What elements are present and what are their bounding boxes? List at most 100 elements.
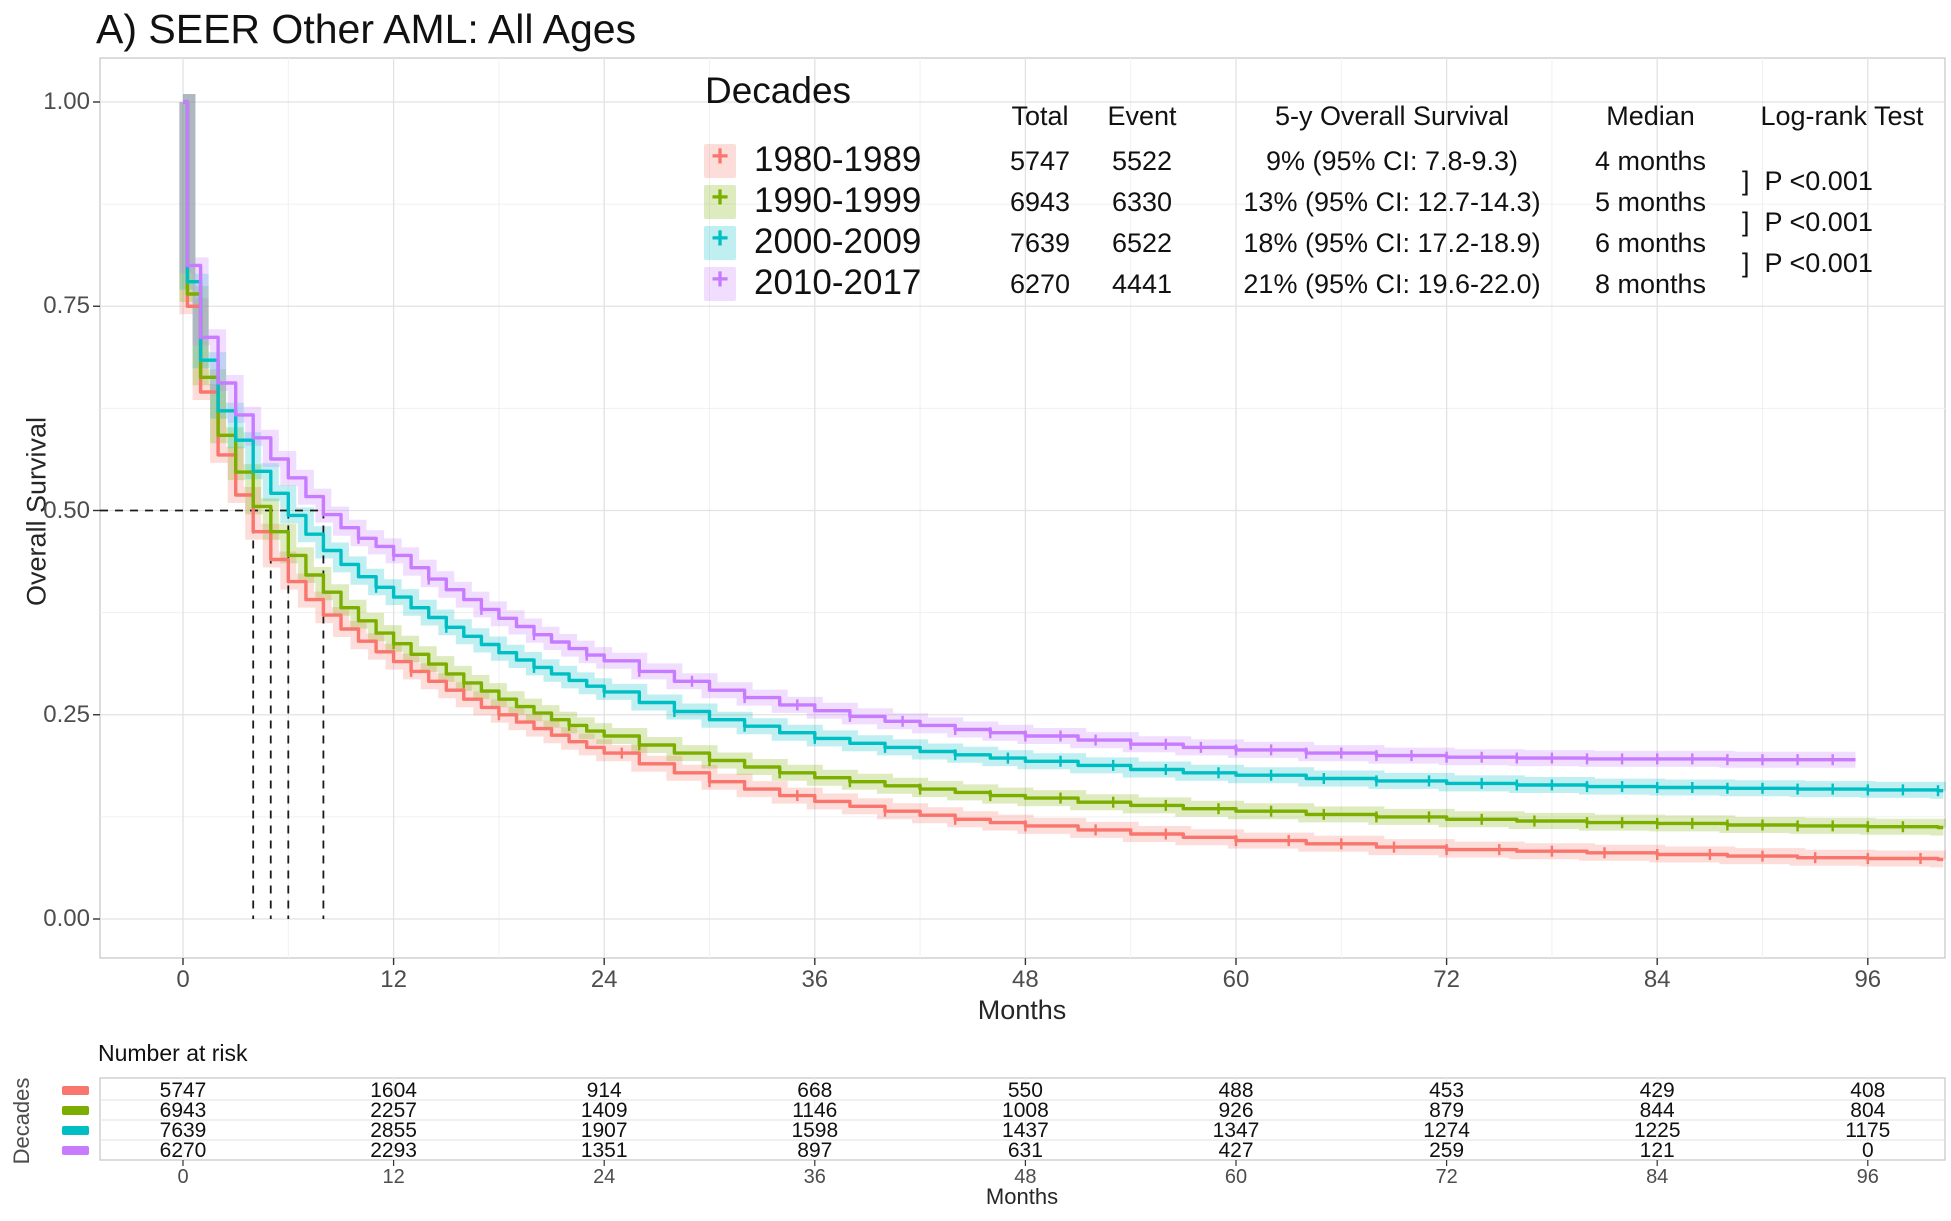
risk-x-tick-label: 60 xyxy=(1224,1166,1248,1188)
y-tick-label: 0.25 xyxy=(43,700,90,728)
legend-total: 6270 xyxy=(1009,269,1071,299)
legend-event: 5522 xyxy=(1111,146,1173,176)
risk-count: 1409 xyxy=(580,1099,628,1122)
legend-median: 6 months xyxy=(1594,228,1707,258)
risk-count: 427 xyxy=(1218,1139,1254,1162)
risk-x-tick-label: 12 xyxy=(382,1166,405,1188)
risk-count: 1225 xyxy=(1633,1119,1681,1142)
risk-count: 2257 xyxy=(370,1099,417,1122)
risk-count: 6270 xyxy=(159,1139,207,1162)
x-tick-label: 36 xyxy=(801,966,829,993)
x-tick-label: 48 xyxy=(1012,966,1039,993)
risk-count: 550 xyxy=(1007,1079,1043,1102)
x-tick-label: 0 xyxy=(176,966,190,993)
x-tick-label: 72 xyxy=(1433,966,1460,993)
censor-plus-icon: + xyxy=(711,222,729,255)
risk-count: 1274 xyxy=(1423,1119,1470,1142)
legend-median: 8 months xyxy=(1594,269,1707,299)
risk-key-1980-1989 xyxy=(62,1085,89,1095)
legend-label: 2000-2009 xyxy=(754,222,922,261)
legend-total: 6943 xyxy=(1009,187,1071,217)
legend-header-logrank: Log-rank Test xyxy=(1760,101,1924,131)
legend-header-event: Event xyxy=(1107,101,1177,131)
risk-count: 914 xyxy=(586,1079,622,1102)
risk-count: 897 xyxy=(797,1139,833,1162)
legend-key-1990-1999: + xyxy=(704,181,736,219)
legend-event: 4441 xyxy=(1111,269,1173,299)
risk-count: 926 xyxy=(1218,1099,1254,1122)
risk-count: 2293 xyxy=(370,1139,417,1162)
risk-table-group-label: Decades xyxy=(9,1077,34,1165)
legend-median: 5 months xyxy=(1594,187,1707,217)
y-tick-label: 0.50 xyxy=(43,496,90,524)
risk-x-tick-label: 0 xyxy=(177,1166,189,1188)
censor-plus-icon: + xyxy=(711,181,729,214)
legend-header-total: Total xyxy=(1011,101,1069,131)
risk-x-tick-label: 84 xyxy=(1646,1166,1669,1188)
legend-key-1980-1989: + xyxy=(704,140,736,178)
risk-x-tick-label: 72 xyxy=(1435,1166,1458,1188)
legend-title: Decades xyxy=(705,70,852,111)
risk-count: 453 xyxy=(1429,1079,1465,1102)
risk-count: 6943 xyxy=(159,1099,207,1122)
risk-count: 1907 xyxy=(580,1119,628,1142)
risk-count: 1598 xyxy=(791,1119,839,1142)
risk-x-tick-label: 36 xyxy=(803,1166,826,1188)
legend-os: 13% (95% CI: 12.7-14.3) xyxy=(1243,187,1541,217)
legend-os: 9% (95% CI: 7.8-9.3) xyxy=(1265,146,1519,176)
risk-count: 804 xyxy=(1850,1099,1886,1122)
risk-key-2000-2009 xyxy=(62,1125,89,1135)
legend-key-2000-2009: + xyxy=(704,222,736,260)
risk-count: 844 xyxy=(1639,1099,1675,1122)
censor-plus-icon: + xyxy=(711,263,729,296)
legend-os: 18% (95% CI: 17.2-18.9) xyxy=(1243,228,1541,258)
legend-label: 1990-1999 xyxy=(754,181,922,220)
risk-key-1990-1999 xyxy=(62,1105,89,1115)
x-tick-label: 60 xyxy=(1222,966,1250,993)
legend-median: 4 months xyxy=(1594,146,1707,176)
risk-count: 879 xyxy=(1429,1099,1465,1122)
risk-x-tick-label: 48 xyxy=(1014,1166,1037,1188)
legend-os: 21% (95% CI: 19.6-22.0) xyxy=(1243,269,1541,299)
risk-count: 1175 xyxy=(1845,1119,1891,1142)
risk-count: 1351 xyxy=(580,1139,628,1162)
risk-count: 0 xyxy=(1861,1139,1874,1162)
risk-count: 1347 xyxy=(1212,1119,1260,1142)
x-tick-label: 12 xyxy=(380,966,407,993)
risk-count: 7639 xyxy=(159,1119,207,1142)
risk-count: 5747 xyxy=(159,1079,207,1102)
risk-x-tick-label: 24 xyxy=(593,1166,616,1188)
risk-count: 259 xyxy=(1429,1139,1465,1162)
legend-key-2010-2017: + xyxy=(704,263,736,301)
legend-label: 2010-2017 xyxy=(754,263,922,302)
risk-count: 1146 xyxy=(792,1099,838,1122)
risk-count: 631 xyxy=(1007,1139,1043,1162)
risk-count: 121 xyxy=(1639,1139,1675,1162)
legend-event: 6522 xyxy=(1111,228,1173,258)
risk-count: 668 xyxy=(797,1079,833,1102)
y-tick-label: 1.00 xyxy=(43,88,90,115)
y-tick-label: 0.75 xyxy=(43,292,90,320)
risk-key-2010-2017 xyxy=(62,1145,89,1155)
log-rank-p-value: ] P <0.001 xyxy=(1742,207,1873,237)
risk-count: 1604 xyxy=(370,1079,417,1102)
legend-header-median: Median xyxy=(1606,101,1695,131)
log-rank-p-value: ] P <0.001 xyxy=(1742,248,1873,278)
y-tick-label: 0.00 xyxy=(43,905,90,932)
censor-plus-icon: + xyxy=(711,140,729,173)
risk-count: 1008 xyxy=(1002,1099,1049,1122)
page-title: A) SEER Other AML: All Ages xyxy=(96,6,637,52)
legend-total: 5747 xyxy=(1009,146,1071,176)
risk-x-tick-label: 96 xyxy=(1856,1166,1879,1188)
x-tick-label: 84 xyxy=(1643,966,1671,993)
x-axis-title: Months xyxy=(977,995,1067,1025)
risk-count: 1437 xyxy=(1002,1119,1049,1142)
x-tick-label: 96 xyxy=(1854,966,1882,993)
legend-event: 6330 xyxy=(1111,187,1173,217)
x-tick-label: 24 xyxy=(590,966,618,993)
legend-total: 7639 xyxy=(1009,228,1071,258)
risk-count: 488 xyxy=(1218,1079,1254,1102)
risk-table-title: Number at risk xyxy=(98,1040,248,1066)
risk-axis-title: Months xyxy=(985,1184,1059,1209)
